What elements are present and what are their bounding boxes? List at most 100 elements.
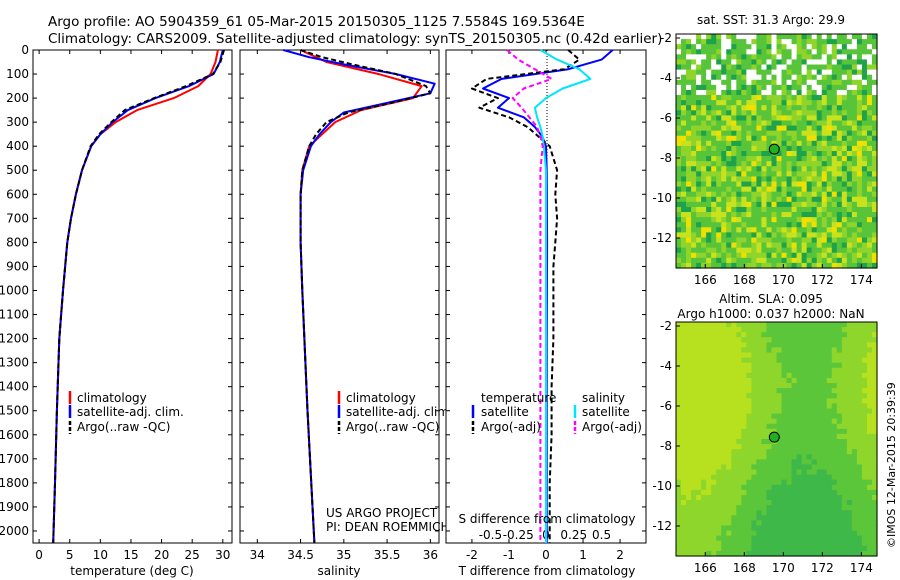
map-cell (756, 439, 763, 445)
map-cell (871, 145, 878, 152)
map-cell (681, 337, 687, 343)
map-cell (791, 257, 798, 264)
map-cell (841, 69, 848, 76)
map-cell (791, 550, 798, 557)
map-cell (866, 464, 873, 471)
map-cell (856, 525, 863, 532)
map-cell (726, 64, 732, 71)
map-cell (711, 79, 717, 86)
map-cell (721, 535, 727, 542)
map-cell (741, 64, 747, 71)
map-cell (766, 530, 773, 537)
map-cell (721, 484, 727, 491)
map-cell (866, 59, 873, 66)
map-cell (801, 89, 808, 96)
map-cell (786, 362, 793, 369)
map-cell (726, 530, 732, 537)
map-cell (831, 161, 838, 167)
map-cell (726, 352, 732, 359)
map-cell (716, 337, 722, 343)
map-cell (771, 423, 778, 430)
map-cell (741, 49, 747, 55)
map-cell (771, 252, 778, 259)
map-cell (776, 484, 783, 491)
map-cell (691, 120, 697, 127)
map-cell (821, 423, 828, 430)
map-cell (691, 79, 697, 86)
map-cell (796, 393, 803, 399)
map-cell (681, 191, 687, 198)
map-cell (841, 332, 848, 338)
map-cell (856, 237, 863, 244)
map-cell (836, 423, 843, 430)
map-cell (831, 227, 838, 233)
map-cell (726, 464, 732, 471)
map-cell (746, 135, 752, 142)
map-cell (831, 191, 838, 198)
map-cell (836, 262, 843, 269)
map-cell (731, 161, 737, 167)
map-cell (806, 494, 813, 501)
difference-lines (470, 49, 614, 543)
map-cell (776, 520, 783, 527)
map-cell (756, 34, 763, 40)
map-cell (796, 64, 803, 71)
map-cell (746, 227, 752, 233)
map-cell (816, 479, 823, 486)
map-cell (776, 459, 783, 466)
map-cell (776, 100, 783, 106)
map-cell (831, 176, 838, 183)
map-cell (816, 377, 823, 384)
sla-map-title2: Argo h1000: 0.037 h2000: NaN (677, 307, 864, 321)
map-cell (706, 474, 712, 481)
map-cell (691, 500, 697, 506)
map-cell (781, 125, 788, 132)
map-cell (736, 510, 742, 516)
map-cell (796, 540, 803, 547)
map-cell (761, 459, 768, 466)
map-cell (736, 332, 742, 338)
map-cell (806, 79, 813, 86)
map-cell (791, 206, 798, 213)
map-cell (716, 201, 722, 208)
map-cell (816, 408, 823, 415)
map-cell (831, 79, 838, 86)
map-cell (781, 479, 788, 486)
map-cell (706, 423, 712, 430)
map-cell (846, 413, 853, 420)
map-cell (841, 201, 848, 208)
map-cell (721, 156, 727, 162)
map-cell (756, 105, 763, 111)
map-cell (681, 95, 687, 101)
map-cell (791, 347, 798, 354)
map-cell (786, 393, 793, 399)
map-cell (861, 247, 868, 254)
map-cell (776, 377, 783, 384)
map-cell (716, 525, 722, 532)
map-cell (826, 464, 833, 471)
map-cell (831, 44, 838, 50)
map-cell (796, 49, 803, 55)
map-cell (861, 469, 868, 476)
map-cell (706, 357, 712, 364)
map-cell (806, 388, 813, 394)
map-cell (781, 530, 788, 537)
map-cell (861, 186, 868, 193)
map-cell (681, 454, 687, 460)
map-cell (756, 510, 763, 516)
map-cell (826, 515, 833, 521)
map-cell (736, 196, 742, 203)
map-cell (766, 372, 773, 379)
map-cell (756, 525, 763, 532)
map-cell (726, 262, 732, 269)
map-cell (771, 500, 778, 506)
difference-legend: temperature salinity satellite Argo(-adj… (471, 391, 642, 434)
map-cell (861, 130, 868, 137)
map-cell (871, 130, 878, 137)
map-cell (811, 505, 818, 511)
map-cell (801, 247, 808, 254)
map-cell (871, 459, 878, 466)
x-tick-label: 20 (154, 548, 169, 562)
map-cell (741, 469, 747, 476)
map-cell (681, 510, 687, 516)
